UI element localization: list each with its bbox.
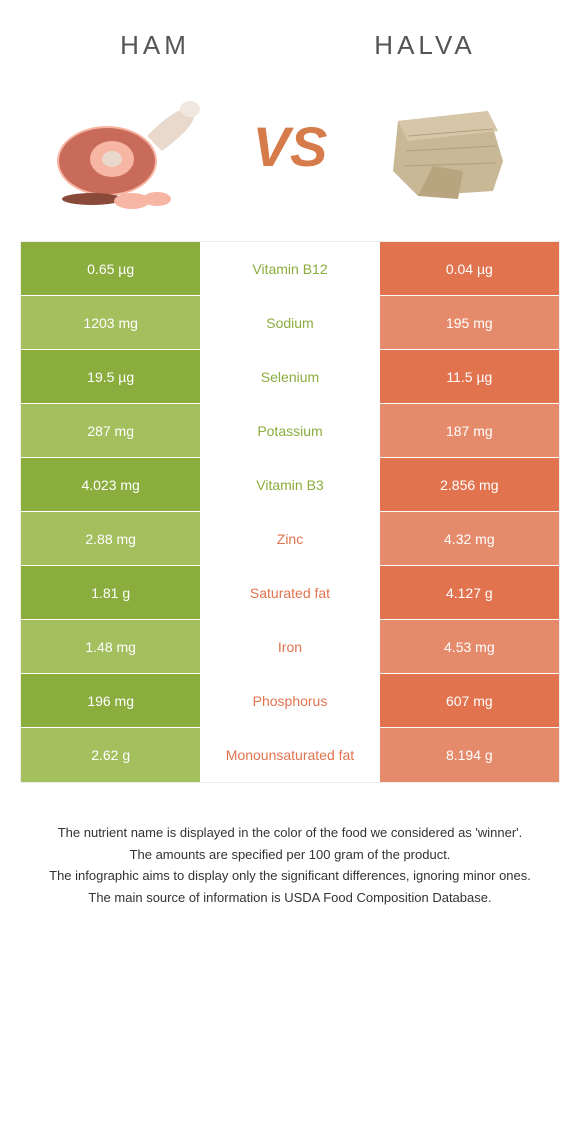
right-value: 0.04 µg (380, 242, 559, 295)
left-value: 1.81 g (21, 566, 200, 619)
table-row: 4.023 mgVitamin B32.856 mg (21, 458, 559, 512)
table-row: 2.62 gMonounsaturated fat8.194 g (21, 728, 559, 782)
nutrient-label: Iron (200, 620, 379, 673)
nutrient-label: Vitamin B12 (200, 242, 379, 295)
nutrient-label: Monounsaturated fat (200, 728, 379, 782)
footnotes: The nutrient name is displayed in the co… (0, 783, 580, 939)
right-value: 11.5 µg (380, 350, 559, 403)
left-value: 1.48 mg (21, 620, 200, 673)
left-value: 0.65 µg (21, 242, 200, 295)
images-row: VS (0, 71, 580, 241)
nutrient-label: Phosphorus (200, 674, 379, 727)
left-value: 4.023 mg (21, 458, 200, 511)
right-value: 195 mg (380, 296, 559, 349)
right-value: 8.194 g (380, 728, 559, 782)
left-value: 2.62 g (21, 728, 200, 782)
left-value: 19.5 µg (21, 350, 200, 403)
nutrient-label: Selenium (200, 350, 379, 403)
left-value: 1203 mg (21, 296, 200, 349)
header-titles: Ham Halva (0, 0, 580, 71)
table-row: 287 mgPotassium187 mg (21, 404, 559, 458)
nutrient-label: Potassium (200, 404, 379, 457)
nutrient-label: Zinc (200, 512, 379, 565)
footnote-line: The main source of information is USDA F… (30, 888, 550, 908)
nutrient-label: Vitamin B3 (200, 458, 379, 511)
footnote-line: The amounts are specified per 100 gram o… (30, 845, 550, 865)
right-value: 2.856 mg (380, 458, 559, 511)
table-row: 1.48 mgIron4.53 mg (21, 620, 559, 674)
right-value: 607 mg (380, 674, 559, 727)
left-value: 196 mg (21, 674, 200, 727)
halva-image (335, 81, 560, 211)
right-value: 4.53 mg (380, 620, 559, 673)
table-row: 1203 mgSodium195 mg (21, 296, 559, 350)
right-value: 4.127 g (380, 566, 559, 619)
nutrient-label: Sodium (200, 296, 379, 349)
nutrient-table: 0.65 µgVitamin B120.04 µg1203 mgSodium19… (20, 241, 560, 783)
right-food-title: Halva (290, 30, 560, 61)
table-row: 196 mgPhosphorus607 mg (21, 674, 559, 728)
right-value: 187 mg (380, 404, 559, 457)
table-row: 0.65 µgVitamin B120.04 µg (21, 242, 559, 296)
nutrient-label: Saturated fat (200, 566, 379, 619)
table-row: 2.88 mgZinc4.32 mg (21, 512, 559, 566)
vs-label: VS (245, 114, 336, 179)
table-row: 19.5 µgSelenium11.5 µg (21, 350, 559, 404)
left-food-title: Ham (20, 30, 290, 61)
footnote-line: The infographic aims to display only the… (30, 866, 550, 886)
footnote-line: The nutrient name is displayed in the co… (30, 823, 550, 843)
left-value: 287 mg (21, 404, 200, 457)
right-value: 4.32 mg (380, 512, 559, 565)
left-value: 2.88 mg (21, 512, 200, 565)
table-row: 1.81 gSaturated fat4.127 g (21, 566, 559, 620)
ham-image (20, 81, 245, 211)
